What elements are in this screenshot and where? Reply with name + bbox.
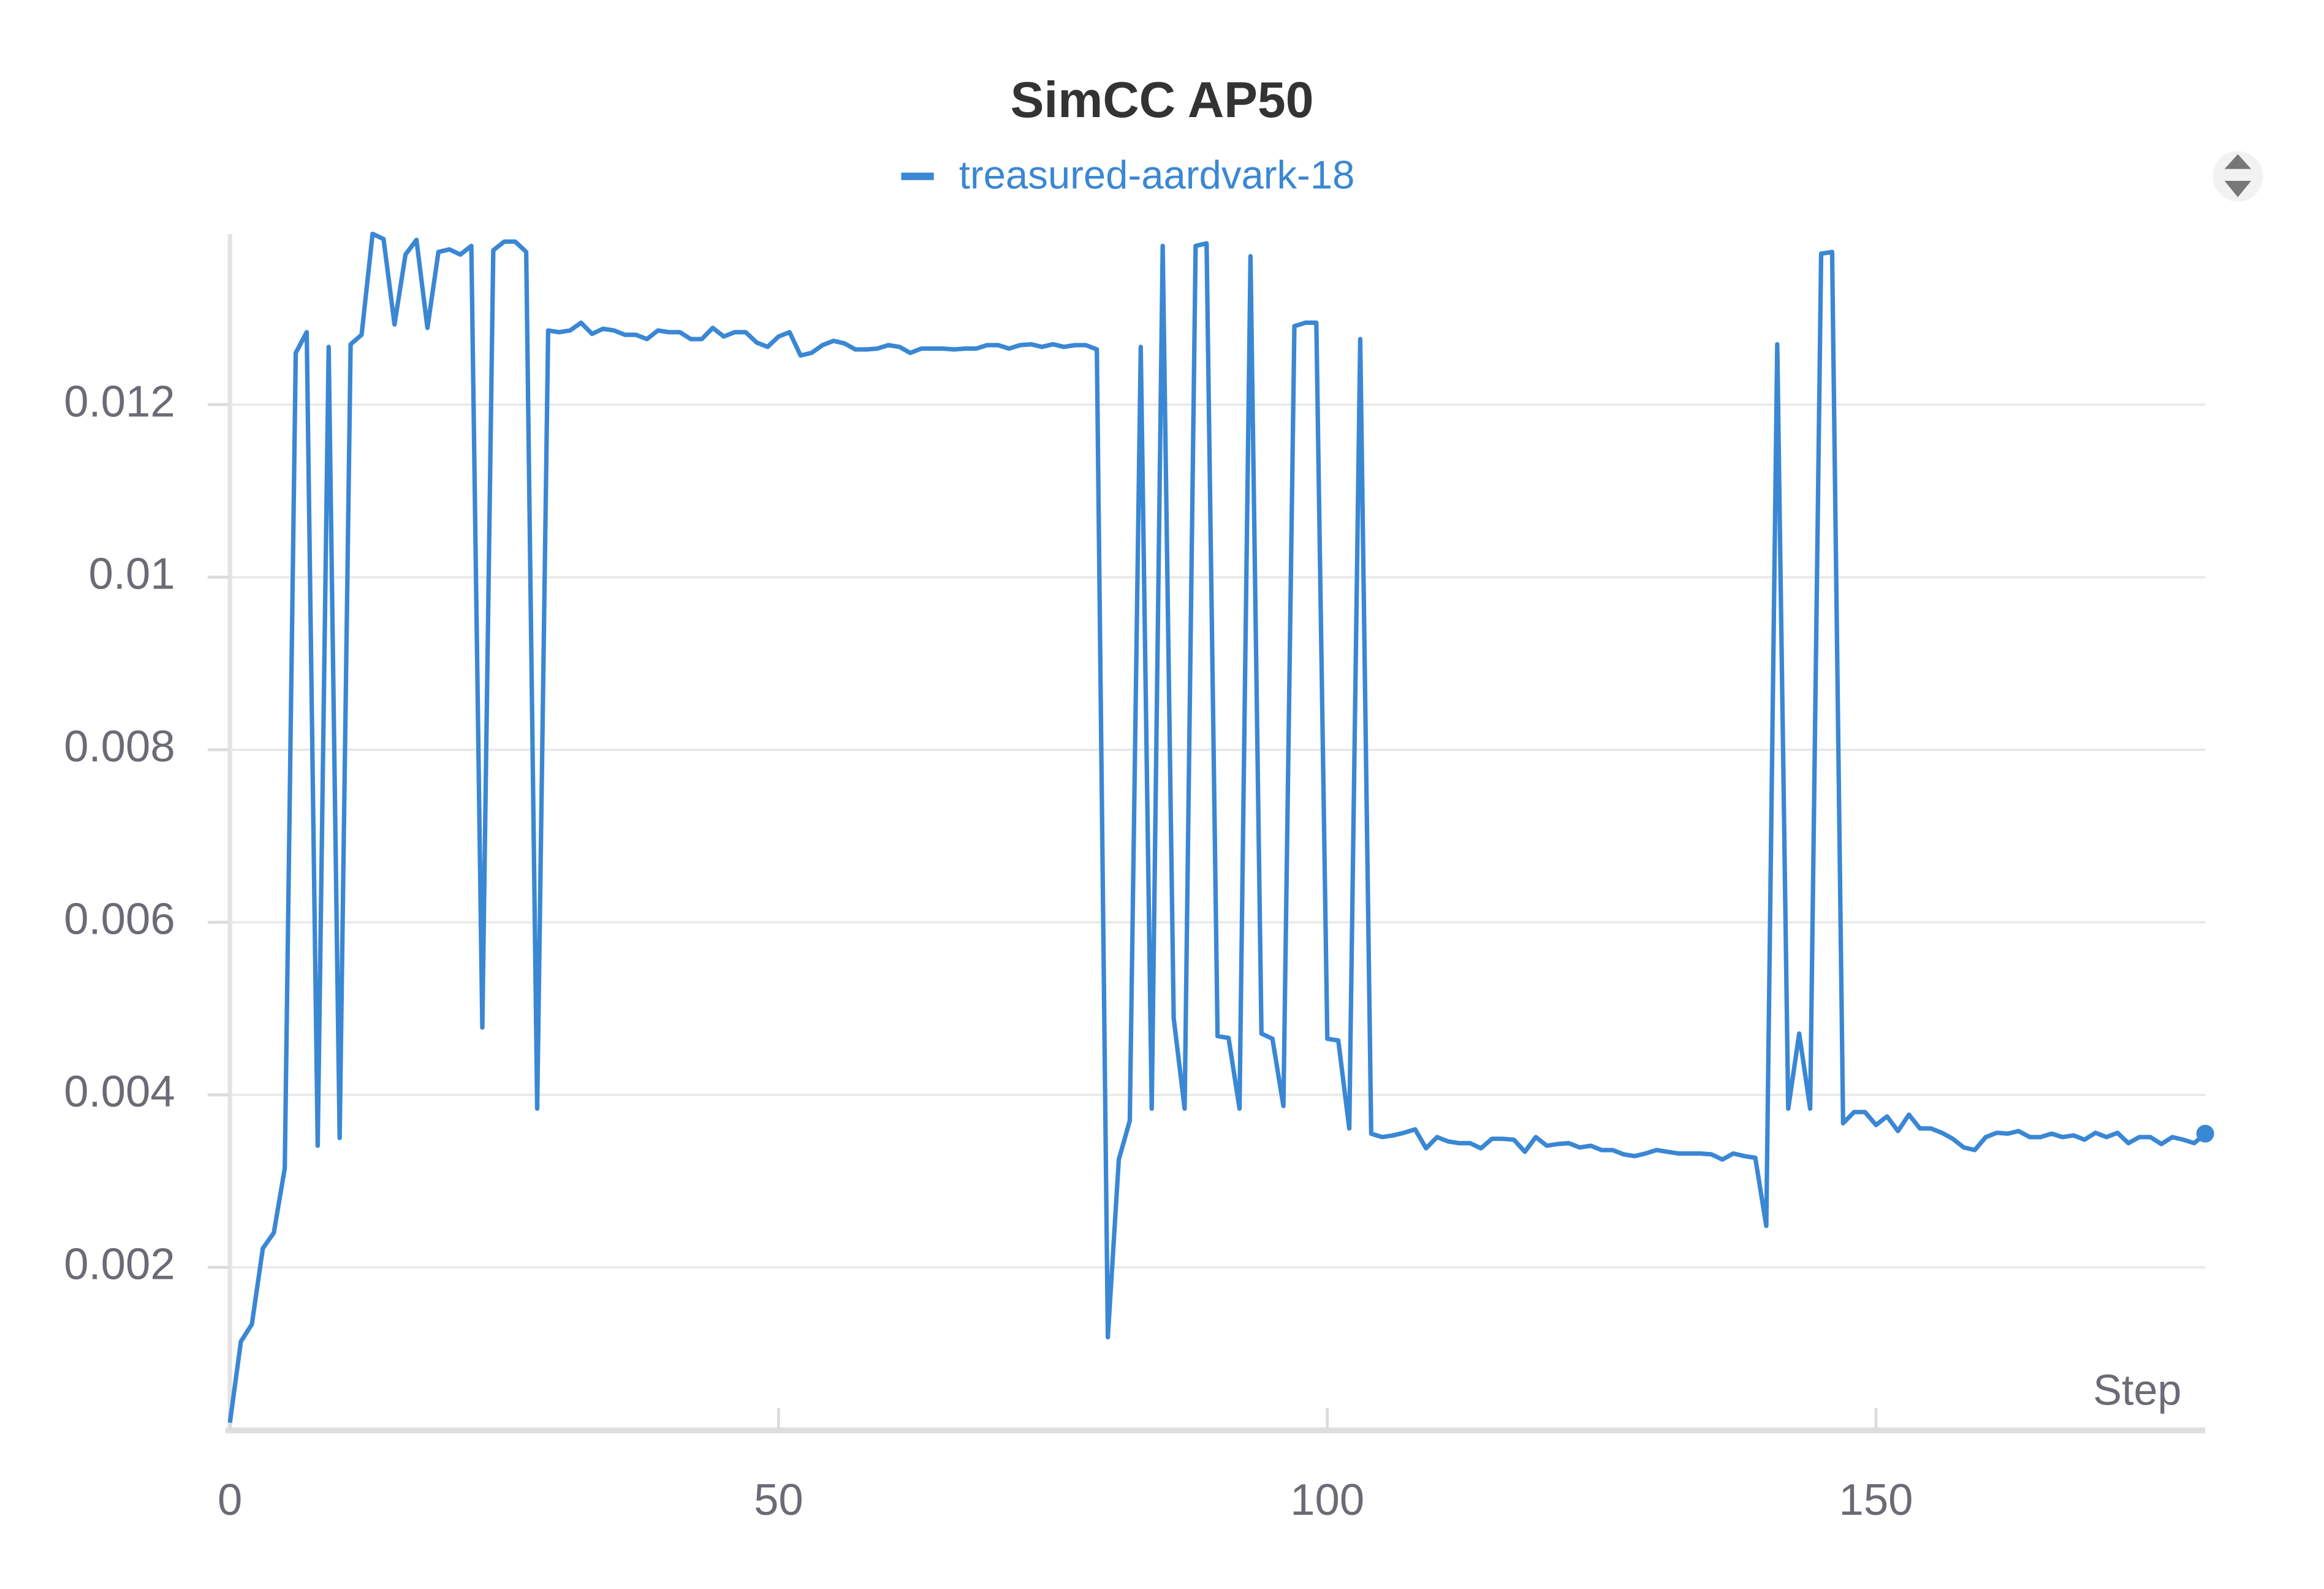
y-tick-label: 0.004 <box>64 1067 175 1116</box>
chart-title: SimCC AP50 <box>1011 72 1314 128</box>
legend-label[interactable]: treasured-aardvark-18 <box>959 152 1355 197</box>
y-tick-label: 0.012 <box>64 376 175 426</box>
series-line <box>227 231 2207 1423</box>
last-point <box>2196 1124 2214 1143</box>
x-tick-label: 150 <box>1839 1475 1913 1525</box>
x-tick-label: 50 <box>754 1475 803 1525</box>
y-tick-label: 0.01 <box>89 549 175 599</box>
menu-icon[interactable] <box>2212 151 2263 202</box>
x-tick-label: 0 <box>218 1475 242 1525</box>
x-axis-label: Step <box>2093 1366 2181 1414</box>
x-tick-label: 100 <box>1290 1475 1364 1525</box>
y-tick-label: 0.002 <box>64 1240 175 1289</box>
y-tick-label: 0.008 <box>64 722 175 771</box>
y-tick-label: 0.006 <box>64 894 175 944</box>
